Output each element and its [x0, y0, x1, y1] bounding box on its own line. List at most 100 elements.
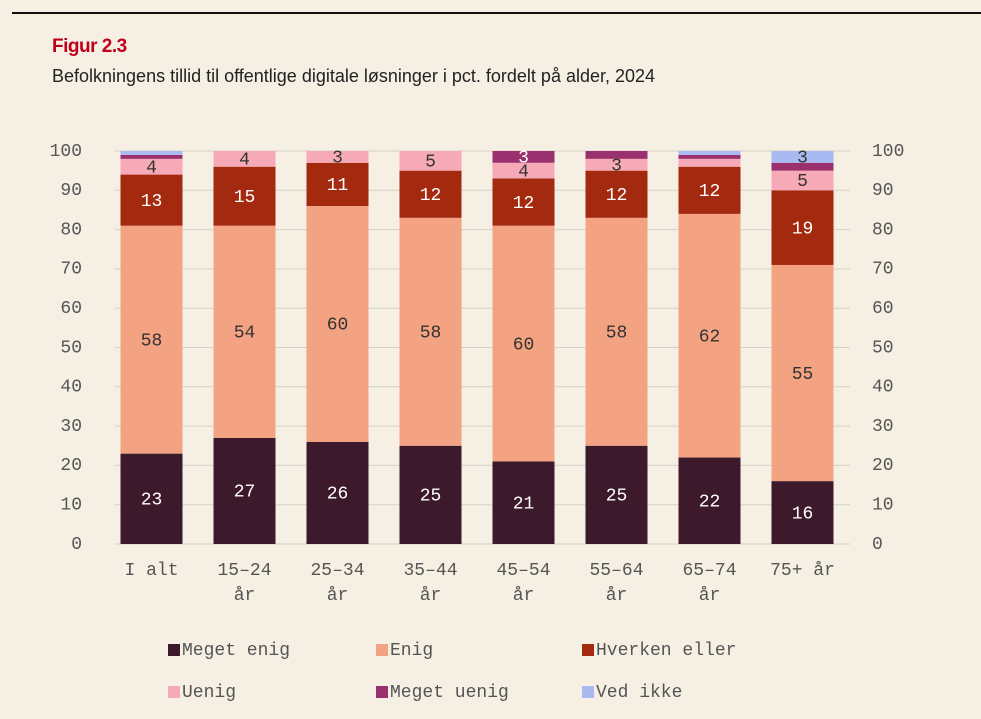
y2-tick-label: 80 [872, 220, 894, 240]
bar-segment [585, 158, 648, 171]
y-tick-label: 50 [60, 338, 82, 358]
bar-segment [492, 151, 555, 163]
data-label: 19 [792, 219, 814, 239]
y-tick-label: 30 [60, 417, 82, 437]
data-label: 26 [327, 485, 349, 505]
data-label: 55 [792, 365, 814, 385]
bar-segment [585, 217, 648, 446]
bar-segment [399, 217, 462, 446]
y2-tick-label: 30 [872, 417, 894, 437]
bar-segment [678, 151, 741, 155]
bar-segment [399, 170, 462, 218]
legend-label: Ved ikke [596, 683, 682, 703]
x-tick-label: 15–24 år [217, 561, 272, 606]
data-label: 15 [234, 188, 256, 208]
data-label: 5 [797, 172, 808, 192]
bar-segment [678, 158, 741, 167]
legend-swatch [168, 644, 180, 656]
bar-segment [399, 445, 462, 544]
chart-subtitle: Befolkningens tillid til offentlige digi… [52, 66, 656, 86]
data-label: 58 [420, 324, 442, 344]
legend-swatch [376, 686, 388, 698]
bar-segment [306, 206, 369, 442]
legend-label: Enig [390, 641, 433, 661]
x-tick-label: 55–64 år [589, 561, 644, 606]
x-tick-label: 25–34 år [310, 561, 365, 606]
chart-title: Figur 2.3 [52, 36, 127, 57]
bar-segment [399, 151, 462, 171]
bar-segment [120, 174, 183, 226]
y-tick-label: 40 [60, 378, 82, 398]
bar-segment [492, 461, 555, 544]
bar-segment [306, 441, 369, 544]
y2-tick-label: 100 [872, 142, 904, 162]
bar-segment [771, 264, 834, 482]
data-label: 22 [699, 493, 721, 513]
y-tick-label: 0 [71, 535, 82, 555]
data-label: 27 [234, 483, 256, 503]
bar-segment [492, 162, 555, 179]
data-label: 3 [611, 157, 622, 177]
bar-segment [771, 190, 834, 265]
data-label: 13 [141, 192, 163, 212]
data-label: 12 [420, 186, 442, 206]
bar-segment [213, 225, 276, 438]
data-label: 21 [513, 494, 535, 514]
data-label: 25 [420, 487, 442, 507]
data-label: 54 [234, 324, 256, 344]
data-label: 12 [513, 194, 535, 214]
bar-segment [585, 170, 648, 218]
bar-segment [771, 162, 834, 171]
legend-swatch [168, 686, 180, 698]
bar-segment [120, 225, 183, 454]
y2-tick-label: 50 [872, 338, 894, 358]
y-tick-label: 60 [60, 299, 82, 319]
bar-segment [771, 481, 834, 544]
data-label: 4 [239, 151, 250, 171]
legend-swatch [582, 644, 594, 656]
bar-segment [213, 437, 276, 544]
legend-label: Meget uenig [390, 683, 509, 703]
y-tick-label: 80 [60, 220, 82, 240]
data-label: 16 [792, 504, 814, 524]
legend-label: Uenig [182, 683, 236, 703]
data-label: 4 [518, 162, 529, 182]
data-label: 58 [141, 331, 163, 351]
data-label: 4 [146, 158, 157, 178]
data-label: 12 [606, 186, 628, 206]
bar-segment [306, 151, 369, 163]
legend-swatch [582, 686, 594, 698]
x-tick-label: 35–44 år [403, 561, 458, 606]
x-tick-label: 65–74 år [682, 561, 737, 606]
data-label: 60 [327, 316, 349, 336]
data-label: 60 [513, 335, 535, 355]
y2-tick-label: 40 [872, 378, 894, 398]
y2-tick-label: 20 [872, 456, 894, 476]
bar-segment [213, 151, 276, 167]
bar-segment [678, 457, 741, 544]
y-tick-label: 100 [50, 142, 82, 162]
y-tick-label: 20 [60, 456, 82, 476]
y2-tick-label: 60 [872, 299, 894, 319]
data-label: 11 [327, 176, 349, 196]
legend-label: Hverken eller [596, 641, 736, 661]
bar-segment [213, 166, 276, 226]
legend-label: Meget enig [182, 641, 290, 661]
bar-segment [120, 453, 183, 544]
y2-tick-label: 70 [872, 260, 894, 280]
bar-segment [120, 158, 183, 175]
bar-segment [585, 445, 648, 544]
data-label: 25 [606, 487, 628, 507]
bar-segment [678, 213, 741, 458]
bar-segment [585, 151, 648, 159]
bar-segment [678, 166, 741, 214]
bar-segment [306, 162, 369, 207]
bar-segment [771, 170, 834, 191]
data-label: 62 [699, 327, 721, 347]
bar-segment [120, 154, 183, 159]
data-label: 58 [606, 324, 628, 344]
x-tick-label: I alt [124, 561, 179, 581]
y2-tick-label: 10 [872, 495, 894, 515]
data-label: 12 [699, 182, 721, 202]
